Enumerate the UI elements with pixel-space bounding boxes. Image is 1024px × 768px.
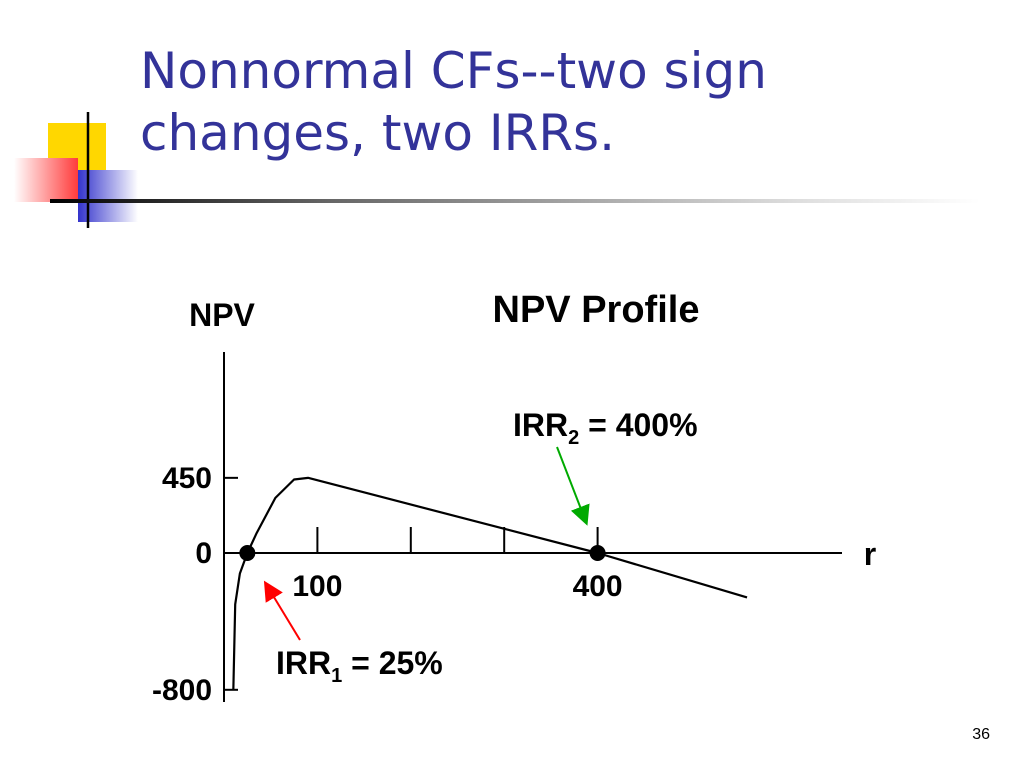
slide-title-line-2: changes, two IRRs. — [140, 104, 615, 162]
x-tick-label: 100 — [292, 570, 342, 603]
irr-point — [589, 545, 606, 561]
y-tick-label: -800 — [152, 674, 212, 707]
irr-annotation: IRR1 = 25% — [276, 645, 443, 687]
annotation-arrow — [556, 446, 590, 526]
page-number: 36 — [972, 726, 990, 743]
y-axis-label: NPV — [189, 297, 255, 333]
x-tick-label: 400 — [573, 570, 623, 603]
chart-title: NPV Profile — [493, 289, 700, 331]
title-underline — [50, 199, 980, 203]
annotation-arrow — [263, 580, 301, 641]
y-tick-label: 450 — [162, 462, 212, 495]
x-axis-label: r — [864, 536, 876, 572]
npv-curve — [232, 476, 748, 690]
irr-point — [239, 545, 256, 561]
y-tick-label: 0 — [195, 537, 212, 570]
slide-title: Nonnormal CFs--two sign changes, two IRR… — [140, 40, 767, 164]
irr-annotation: IRR2 = 400% — [513, 407, 698, 449]
red-bar — [14, 158, 78, 202]
slide-title-line-1: Nonnormal CFs--two sign — [140, 42, 767, 100]
